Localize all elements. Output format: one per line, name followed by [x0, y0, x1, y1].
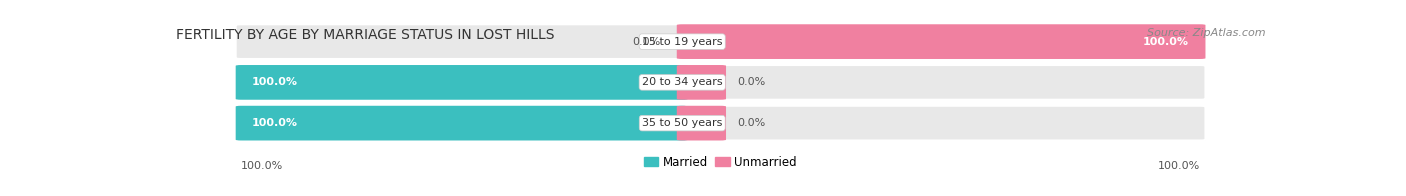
Text: Source: ZipAtlas.com: Source: ZipAtlas.com	[1147, 28, 1265, 38]
FancyBboxPatch shape	[236, 65, 1205, 100]
FancyBboxPatch shape	[676, 65, 725, 100]
Text: 100.0%: 100.0%	[252, 118, 298, 128]
Text: FERTILITY BY AGE BY MARRIAGE STATUS IN LOST HILLS: FERTILITY BY AGE BY MARRIAGE STATUS IN L…	[176, 28, 554, 42]
Text: 35 to 50 years: 35 to 50 years	[643, 118, 723, 128]
Text: 100.0%: 100.0%	[1157, 162, 1201, 172]
FancyBboxPatch shape	[676, 24, 1205, 59]
FancyBboxPatch shape	[236, 65, 688, 100]
FancyBboxPatch shape	[236, 24, 1205, 59]
Text: 100.0%: 100.0%	[242, 162, 284, 172]
FancyBboxPatch shape	[676, 106, 725, 141]
Legend: Married, Unmarried: Married, Unmarried	[644, 156, 797, 169]
Text: 100.0%: 100.0%	[252, 77, 298, 87]
Text: 15 to 19 years: 15 to 19 years	[643, 37, 723, 47]
Text: 20 to 34 years: 20 to 34 years	[643, 77, 723, 87]
FancyBboxPatch shape	[236, 106, 1205, 141]
FancyBboxPatch shape	[236, 106, 688, 141]
Text: 0.0%: 0.0%	[737, 118, 765, 128]
Text: 0.0%: 0.0%	[737, 77, 765, 87]
Text: 100.0%: 100.0%	[1143, 37, 1189, 47]
Text: 0.0%: 0.0%	[633, 37, 661, 47]
